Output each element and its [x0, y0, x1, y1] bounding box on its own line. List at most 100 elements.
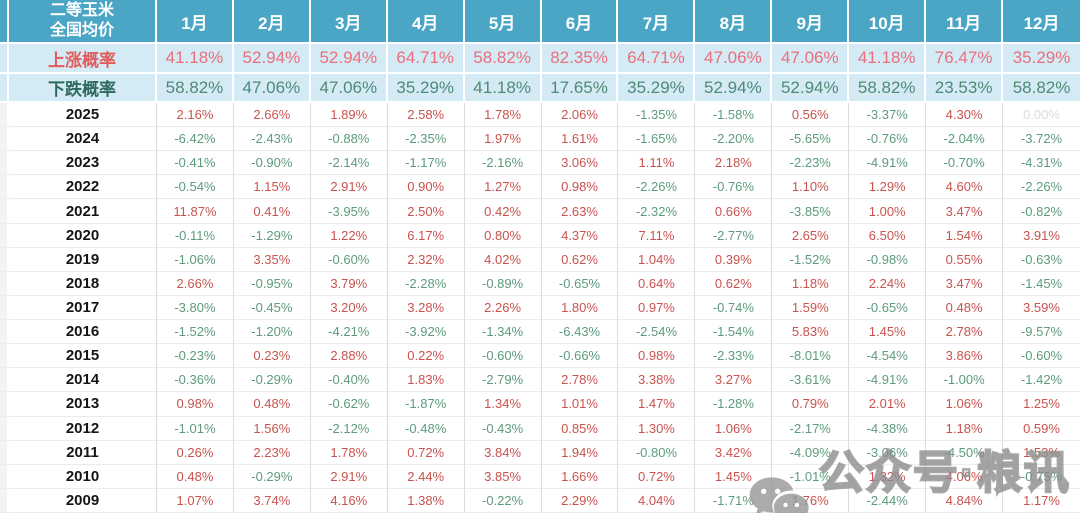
- change-value: 2.65%: [772, 223, 850, 248]
- change-value: -4.38%: [849, 416, 927, 441]
- change-value: -0.41%: [157, 151, 234, 176]
- year-label-2017: 2017: [9, 295, 157, 321]
- change-value: 0.97%: [618, 295, 696, 321]
- change-value: 2.78%: [926, 320, 1004, 345]
- change-value: -1.29%: [233, 223, 311, 248]
- change-value: 6.17%: [387, 223, 465, 248]
- change-value: -0.90%: [233, 151, 311, 176]
- change-value: 1.97%: [464, 127, 542, 152]
- change-value: 2.78%: [541, 368, 619, 393]
- change-value: -0.29%: [233, 368, 311, 393]
- change-value: -0.66%: [541, 344, 619, 369]
- change-value: 0.22%: [387, 344, 465, 369]
- change-value: 1.80%: [541, 295, 619, 321]
- corner-line1: 二等玉米: [49, 2, 114, 19]
- change-value: -4.09%: [772, 440, 850, 465]
- fall-probability-value: 58.82%: [1003, 74, 1080, 103]
- change-value: -2.28%: [387, 271, 465, 296]
- fall-probability-value: 23.53%: [926, 74, 1004, 103]
- change-value: 1.00%: [849, 199, 927, 224]
- change-value: -0.62%: [310, 392, 388, 417]
- rise-probability-value: 41.18%: [849, 44, 927, 74]
- fall-probability-value: 47.06%: [310, 74, 388, 103]
- rise-probability-value: 58.82%: [464, 44, 542, 74]
- change-value: 1.15%: [233, 175, 311, 200]
- change-value: -1.01%: [157, 416, 234, 441]
- month-header-8: 8月: [695, 0, 773, 44]
- rise-probability-value: 76.47%: [926, 44, 1004, 74]
- rise-probability-value: 47.06%: [772, 44, 850, 74]
- month-header-2: 2月: [233, 0, 311, 44]
- change-value: 0.55%: [926, 247, 1004, 272]
- change-value: 4.84%: [926, 488, 1004, 513]
- change-value: 2.26%: [464, 295, 542, 321]
- change-value: 0.64%: [618, 271, 696, 296]
- change-value: 5.83%: [772, 320, 850, 345]
- change-value: 1.45%: [695, 464, 773, 489]
- change-value: 3.84%: [464, 440, 542, 465]
- change-value: 0.62%: [541, 247, 619, 272]
- month-header-7: 7月: [618, 0, 696, 44]
- rise-probability-value: 47.06%: [695, 44, 773, 74]
- change-value: -3.85%: [772, 199, 850, 224]
- change-value: 3.85%: [464, 464, 542, 489]
- change-value: 3.06%: [541, 151, 619, 176]
- change-value: -4.91%: [849, 151, 927, 176]
- change-value: 2.91%: [310, 464, 388, 489]
- change-value: 1.18%: [926, 416, 1004, 441]
- year-edge-strip: [0, 271, 9, 296]
- fall-probability-value: 41.18%: [464, 74, 542, 103]
- change-value: -0.36%: [157, 368, 234, 393]
- change-value: -3.92%: [387, 320, 465, 345]
- change-value: 1.76%: [772, 488, 850, 513]
- change-value: -3.72%: [1003, 127, 1080, 152]
- change-value: -2.44%: [849, 488, 927, 513]
- fall-probability-value: 52.94%: [772, 74, 850, 103]
- fall-probability-value: 52.94%: [695, 74, 773, 103]
- change-value: 2.66%: [157, 271, 234, 296]
- change-value: 3.38%: [618, 368, 696, 393]
- change-value: 0.72%: [387, 440, 465, 465]
- change-value: -5.65%: [772, 127, 850, 152]
- change-value: -0.40%: [310, 368, 388, 393]
- change-value: 6.50%: [849, 223, 927, 248]
- change-value: 2.58%: [387, 103, 465, 128]
- change-value: -1.06%: [157, 247, 234, 272]
- change-value: -0.98%: [849, 247, 927, 272]
- year-label-2009: 2009: [9, 488, 157, 513]
- year-edge-strip: [0, 151, 9, 176]
- change-value: -9.57%: [1003, 320, 1080, 345]
- change-value: 4.04%: [618, 488, 696, 513]
- rise-probability-value: 82.35%: [541, 44, 619, 74]
- change-value: -1.42%: [1003, 368, 1080, 393]
- change-value: 4.60%: [926, 175, 1004, 200]
- year-edge-strip: [0, 320, 9, 345]
- month-header-3: 3月: [310, 0, 388, 44]
- year-edge-strip: [0, 175, 9, 200]
- rise-probability-value: 52.94%: [233, 44, 311, 74]
- change-value: -0.63%: [1003, 247, 1080, 272]
- year-label-2015: 2015: [9, 344, 157, 369]
- year-edge-strip: [0, 247, 9, 272]
- change-value: 2.01%: [849, 392, 927, 417]
- change-value: 2.06%: [541, 103, 619, 128]
- change-value: -4.31%: [1003, 151, 1080, 176]
- year-edge-strip: [0, 127, 9, 152]
- change-value: 2.88%: [310, 344, 388, 369]
- year-label-2019: 2019: [9, 247, 157, 272]
- year-edge-strip: [0, 488, 9, 513]
- rise-probability-value: 35.29%: [1003, 44, 1080, 74]
- change-value: -1.87%: [387, 392, 465, 417]
- change-value: -2.23%: [772, 151, 850, 176]
- change-value: 1.07%: [157, 488, 234, 513]
- change-value: 0.39%: [695, 247, 773, 272]
- change-value: -4.50%: [926, 440, 1004, 465]
- change-value: -0.76%: [849, 127, 927, 152]
- change-value: 3.47%: [926, 199, 1004, 224]
- year-label-2021: 2021: [9, 199, 157, 224]
- change-value: 1.10%: [772, 175, 850, 200]
- change-value: 1.30%: [618, 416, 696, 441]
- change-value: -0.43%: [464, 416, 542, 441]
- change-value: 1.56%: [233, 416, 311, 441]
- change-value: 0.48%: [233, 392, 311, 417]
